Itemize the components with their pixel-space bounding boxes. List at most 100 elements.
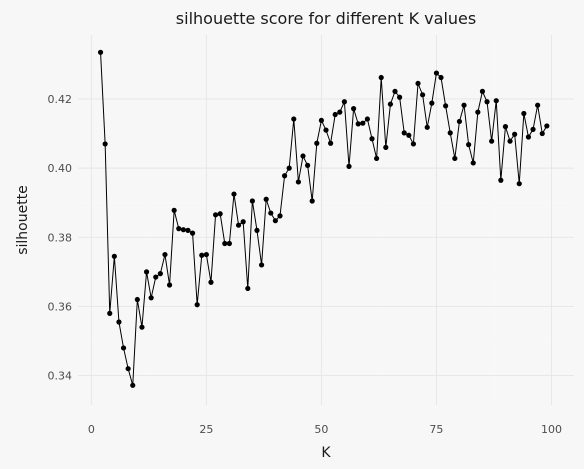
data-point — [530, 126, 536, 132]
data-point — [438, 74, 444, 81]
data-point — [493, 98, 499, 104]
data-point — [401, 130, 407, 136]
data-point — [291, 116, 297, 122]
data-point — [383, 144, 389, 150]
data-point — [166, 282, 173, 288]
data-point — [107, 310, 113, 316]
data-point — [120, 345, 127, 351]
data-point — [309, 198, 315, 204]
data-point — [346, 163, 352, 169]
data-point — [323, 127, 329, 133]
data-point — [392, 88, 398, 94]
data-point — [341, 99, 347, 105]
data-point — [305, 162, 311, 168]
y-tick-label: 0.38 — [48, 231, 73, 244]
data-point — [479, 88, 486, 94]
data-point — [337, 109, 343, 115]
data-point — [489, 138, 495, 144]
data-point — [162, 251, 168, 258]
data-point — [139, 324, 145, 330]
data-point — [512, 131, 518, 137]
data-point — [525, 134, 532, 140]
data-point — [502, 124, 509, 130]
data-point — [157, 271, 163, 277]
data-point — [203, 251, 209, 258]
data-point — [231, 191, 237, 197]
data-point — [364, 116, 371, 122]
x-tick-label: 25 — [199, 423, 213, 436]
data-point — [544, 123, 550, 129]
data-point — [410, 141, 417, 147]
x-tick-label: 100 — [541, 423, 562, 436]
series-points — [97, 49, 550, 388]
data-point — [466, 142, 472, 148]
data-point — [369, 136, 375, 142]
data-point — [332, 111, 338, 118]
data-point — [185, 227, 191, 233]
data-point — [433, 70, 440, 76]
data-point — [443, 103, 449, 109]
data-point — [281, 173, 288, 179]
data-point — [516, 181, 522, 187]
data-point — [360, 120, 366, 126]
data-point — [456, 118, 463, 125]
data-point — [258, 262, 265, 268]
data-point — [208, 279, 214, 285]
data-point — [461, 102, 467, 108]
x-tick-labels: 0 25 50 75 100 — [88, 423, 562, 436]
data-point — [498, 177, 504, 183]
data-point — [102, 141, 108, 147]
x-tick-label: 50 — [314, 423, 328, 436]
data-point — [217, 211, 223, 217]
data-point — [328, 140, 334, 146]
data-point — [97, 49, 104, 55]
data-point — [222, 240, 228, 247]
data-point — [470, 160, 476, 166]
data-point — [429, 100, 435, 106]
data-point — [171, 207, 177, 213]
data-point — [535, 102, 541, 108]
data-point — [420, 92, 426, 98]
data-point — [475, 109, 481, 115]
data-point — [314, 140, 320, 146]
minor-gridlines — [78, 35, 574, 405]
y-tick-label: 0.40 — [48, 162, 73, 175]
y-axis-title: silhouette — [15, 185, 31, 255]
data-point — [447, 130, 453, 136]
data-point — [351, 106, 357, 112]
data-point — [111, 253, 117, 259]
x-axis-title: K — [321, 445, 331, 461]
data-point — [300, 153, 306, 159]
data-point — [507, 138, 513, 144]
data-point — [295, 179, 301, 185]
y-tick-label: 0.34 — [48, 370, 73, 383]
chart-title: silhouette score for different K values — [176, 9, 476, 28]
data-point — [180, 227, 186, 233]
data-point — [134, 296, 140, 303]
data-point — [277, 213, 283, 219]
data-point — [254, 227, 260, 233]
data-point — [148, 295, 154, 301]
data-point — [484, 99, 490, 105]
data-point — [268, 210, 274, 216]
data-point — [194, 302, 200, 308]
data-point — [249, 198, 255, 204]
data-point — [153, 274, 159, 280]
data-point — [130, 382, 136, 388]
data-point — [176, 226, 182, 232]
data-point — [378, 74, 384, 81]
data-point — [143, 269, 150, 275]
data-point — [125, 366, 131, 372]
data-point — [415, 80, 421, 87]
data-point — [424, 124, 430, 130]
series-line — [100, 52, 548, 386]
data-point — [452, 155, 458, 162]
data-point — [263, 196, 269, 202]
data-point — [272, 218, 278, 224]
data-point — [539, 130, 545, 137]
data-point — [245, 285, 251, 292]
data-point — [406, 132, 412, 138]
data-point — [397, 94, 403, 100]
data-point — [286, 165, 292, 171]
